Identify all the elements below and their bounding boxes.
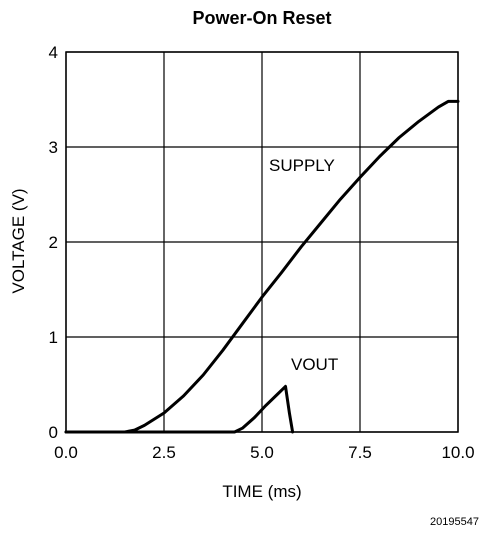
y-tick-labels: 0 1 2 3 4	[49, 43, 58, 442]
y-tick-label: 2	[49, 233, 58, 252]
series-line-vout	[64, 384, 295, 434]
y-tick-label: 1	[49, 328, 58, 347]
vout-annotation: VOUT	[291, 355, 338, 374]
x-tick-label: 2.5	[152, 443, 176, 462]
figure-code: 20195547	[430, 516, 479, 528]
chart-title: Power-On Reset	[192, 8, 331, 28]
x-axis-label: TIME (ms)	[222, 482, 301, 501]
y-axis-label: VOLTAGE (V)	[9, 188, 28, 293]
y-tick-label: 0	[49, 423, 58, 442]
y-tick-label: 3	[49, 138, 58, 157]
x-tick-label: 0.0	[54, 443, 78, 462]
series-lines	[64, 99, 460, 434]
supply-annotation: SUPPLY	[269, 156, 335, 175]
x-tick-label: 7.5	[348, 443, 372, 462]
grid-lines	[65, 51, 459, 433]
x-tick-label: 10.0	[441, 443, 474, 462]
x-tick-labels: 0.0 2.5 5.0 7.5 10.0	[54, 443, 474, 462]
series-line-supply	[64, 99, 460, 434]
plot-frame	[65, 51, 459, 433]
x-tick-label: 5.0	[250, 443, 274, 462]
y-tick-label: 4	[49, 43, 58, 62]
